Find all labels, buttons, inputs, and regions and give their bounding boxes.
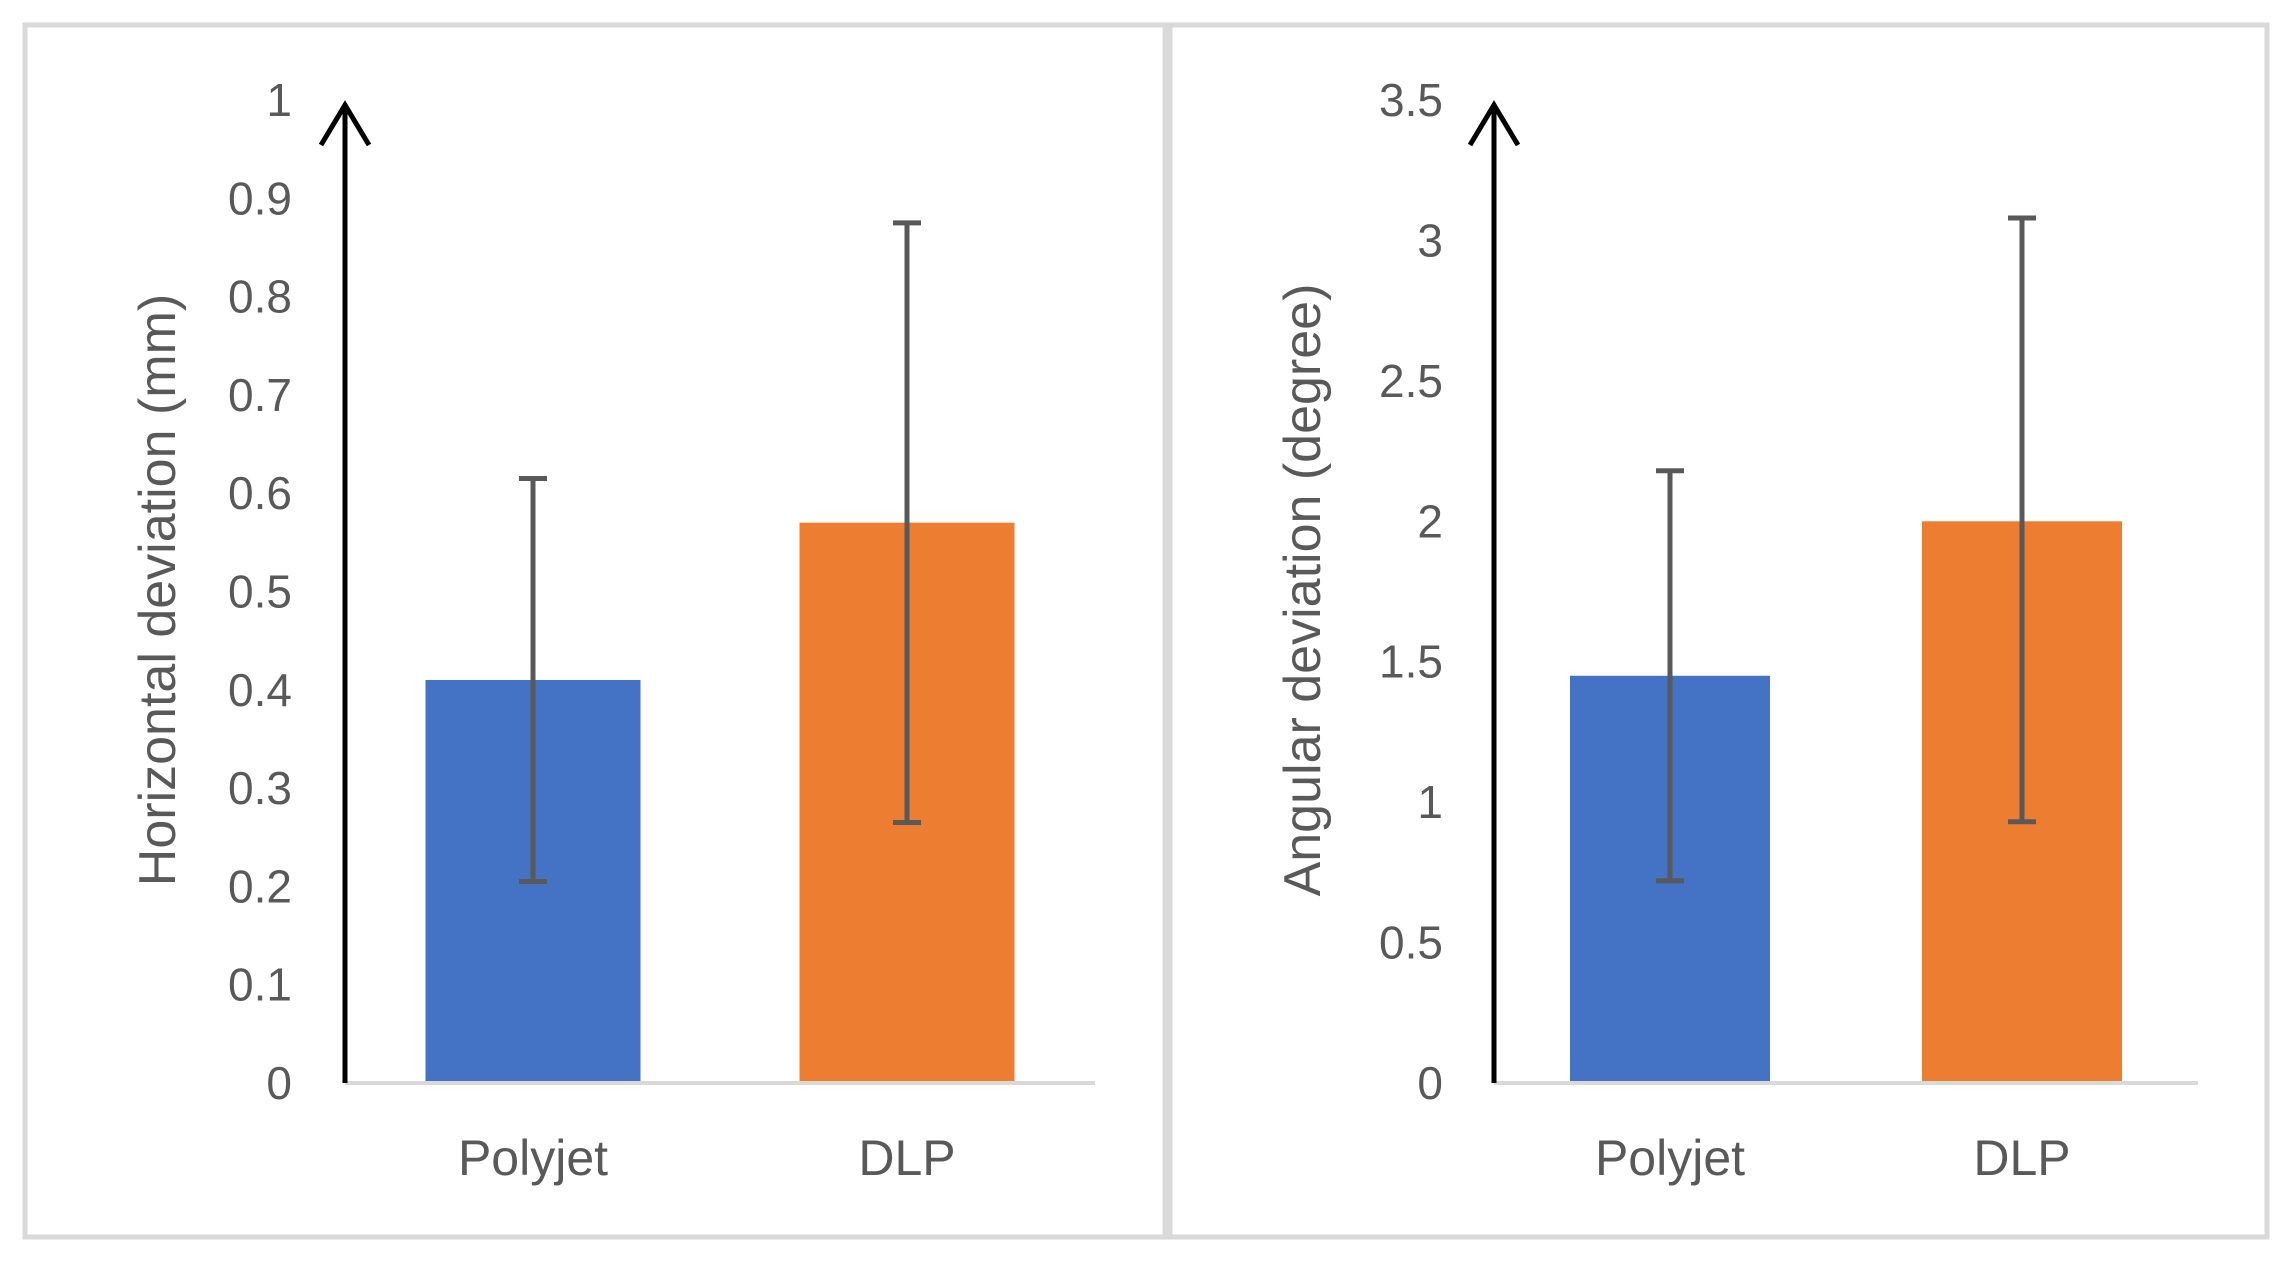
y-tick-label: 0.6 bbox=[228, 467, 292, 519]
x-category-label: DLP bbox=[858, 1130, 955, 1186]
y-tick-label: 1.5 bbox=[1379, 636, 1443, 688]
y-tick-label: 0.2 bbox=[228, 860, 292, 912]
y-tick-label: 2 bbox=[1417, 495, 1443, 547]
error-bar-polyjet bbox=[1656, 468, 1684, 884]
y-tick-label: 0.1 bbox=[228, 959, 292, 1011]
y-tick-label: 2.5 bbox=[1379, 355, 1443, 407]
y-axis-arrowhead-icon bbox=[318, 100, 372, 147]
error-bar-dlp bbox=[893, 220, 921, 826]
y-tick-label: 1 bbox=[1417, 776, 1443, 828]
y-tick-label: 3.5 bbox=[1379, 74, 1443, 126]
left-chart: 0 0.1 0.2 0.3 0.4 0.5 0.6 0.7 0.8 0.9 1 Horizontal … bbox=[129, 74, 1095, 1186]
y-axis-title: Angular deviation (degree) bbox=[1274, 284, 1332, 897]
y-tick-label: 0.5 bbox=[1379, 917, 1443, 969]
x-category-label: Polyjet bbox=[1595, 1130, 1745, 1186]
y-tick-label: 0.5 bbox=[228, 566, 292, 618]
y-axis-title: Horizontal deviation (mm) bbox=[129, 294, 187, 886]
y-tick-label: 0.3 bbox=[228, 762, 292, 814]
right-chart: 0 0.5 1 1.5 2 2.5 3 3.5 Angular deviation (degre… bbox=[1274, 74, 2198, 1186]
y-tick-label: 0 bbox=[266, 1057, 292, 1109]
y-axis-arrowhead-icon bbox=[1467, 100, 1521, 147]
y-tick-label: 0 bbox=[1417, 1057, 1443, 1109]
x-category-label: Polyjet bbox=[458, 1130, 608, 1186]
y-tick-label: 1 bbox=[266, 74, 292, 126]
error-bar-polyjet bbox=[519, 475, 547, 884]
y-tick-label: 0.4 bbox=[228, 664, 292, 716]
error-bar-dlp bbox=[2008, 215, 2036, 825]
y-tick-label: 0.9 bbox=[228, 172, 292, 224]
y-tick-label: 0.8 bbox=[228, 271, 292, 323]
x-category-label: DLP bbox=[1973, 1130, 2070, 1186]
y-tick-label: 0.7 bbox=[228, 369, 292, 421]
y-tick-label: 3 bbox=[1417, 214, 1443, 266]
